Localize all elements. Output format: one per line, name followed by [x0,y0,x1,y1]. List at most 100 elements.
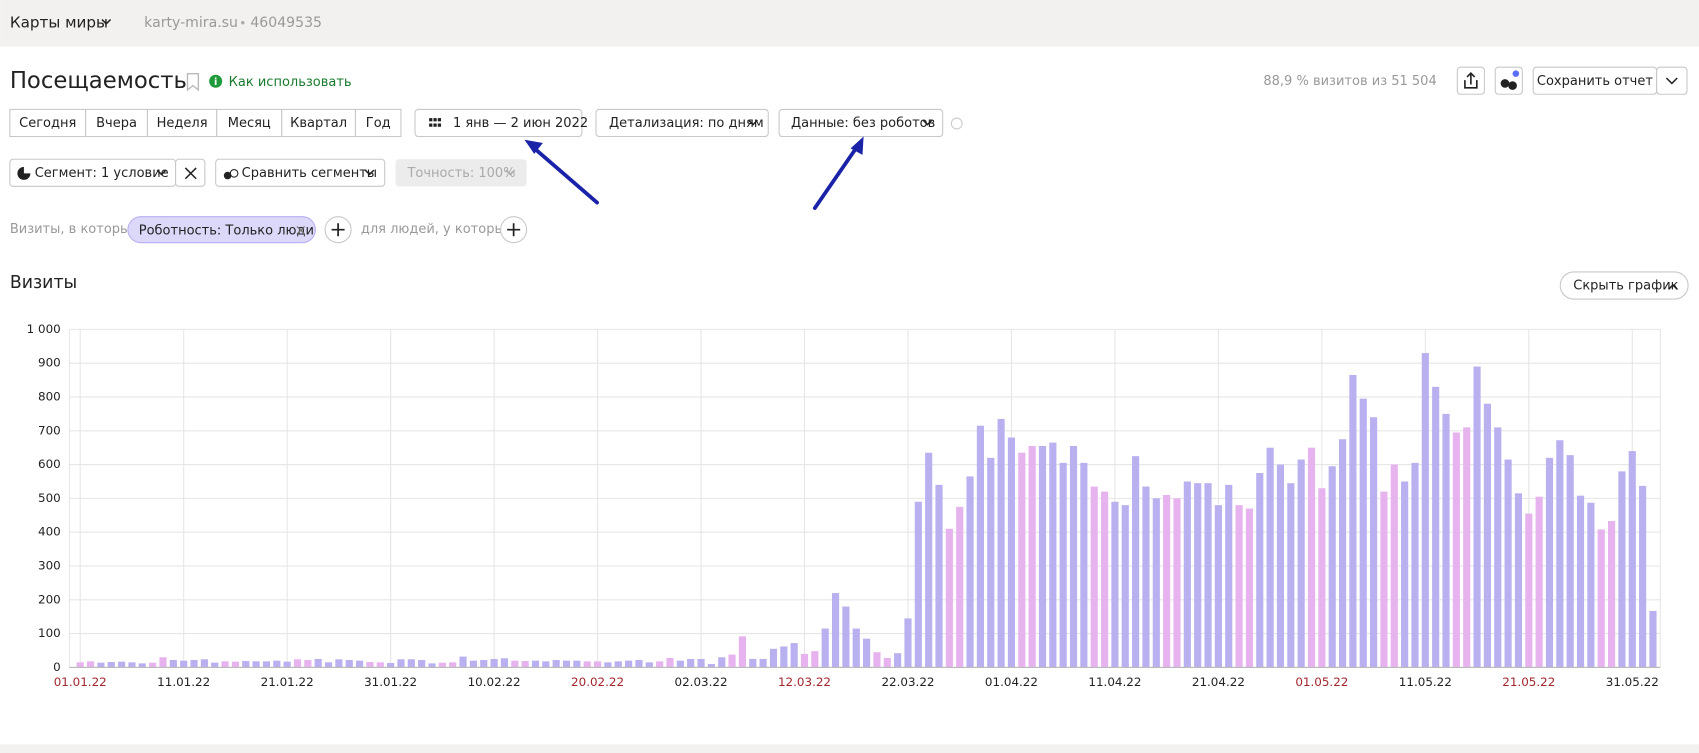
bar [262,661,271,668]
arrow-head [524,139,543,154]
bar [76,662,84,668]
compare-button[interactable] [215,158,386,187]
period-button[interactable] [85,108,148,138]
bar [1380,491,1388,668]
filter-chip[interactable] [127,216,316,244]
data-button[interactable] [778,108,944,138]
bar [821,628,829,668]
bar [345,659,353,668]
period-label: Сегодня [19,116,76,131]
bar [1183,481,1191,668]
x-tick-label: 21.01.22 [261,675,314,689]
bar [159,657,167,668]
bar [976,425,984,668]
y-tick-label: 1 000 [27,322,61,336]
share-icon [1464,71,1478,89]
hide-chart[interactable] [1559,271,1689,300]
period-button[interactable] [354,108,402,138]
bar [562,660,571,668]
period-button[interactable] [216,108,283,138]
detail-label: Детализация: по дням [609,116,764,131]
bar [1349,375,1357,668]
bar [118,661,126,668]
period-button[interactable] [9,108,87,138]
save-menu[interactable] [1656,66,1688,95]
bar [242,660,250,668]
bar [1049,442,1057,668]
assistant-button[interactable] [1494,66,1523,95]
bar [128,662,136,668]
y-tick-label: 700 [38,423,61,437]
bar [1535,496,1543,668]
bar [956,506,964,668]
bar [769,648,778,668]
compare-icon [229,169,239,178]
x-tick-label: 11.05.22 [1399,675,1452,689]
bar [438,662,446,668]
bar [1401,481,1409,668]
date-button[interactable] [414,108,583,138]
y-tick-label: 800 [38,389,61,403]
site-name[interactable]: Карты миры [10,13,108,31]
x-tick-label: 01.04.22 [985,675,1038,689]
arrow [812,143,861,210]
bar [107,661,115,668]
chevron [364,169,375,176]
bar [273,660,281,668]
bar [1338,439,1347,668]
bar [1514,493,1523,668]
close-icon [184,167,197,180]
bar [1142,486,1150,668]
bar [1225,484,1233,668]
bar [1194,483,1202,668]
bar [873,652,881,668]
stats: 88,9 % визитов из 51 504 [1263,74,1436,89]
bar [407,659,415,668]
bar [656,661,664,668]
notification-dot [1512,70,1520,77]
bar [304,659,312,668]
x-tick-label: 31.01.22 [364,675,417,689]
help-link[interactable]: Как использовать [229,75,352,90]
x-tick-label: 01.01.22 [54,675,107,689]
bar [1132,456,1140,668]
x-tick-label: 10.02.22 [468,675,521,689]
bar [180,660,188,668]
bar [335,659,343,668]
bar [1038,445,1047,668]
bookmark[interactable] [186,72,200,92]
bar [521,660,529,668]
bar [780,646,788,668]
bar [449,662,457,668]
detail-button[interactable] [595,108,769,138]
bar [1152,498,1160,668]
bar [1069,445,1078,668]
bar [469,660,477,668]
bar [1639,485,1647,668]
bar [1080,462,1088,668]
chip-remove[interactable] [296,225,305,235]
bar [1618,471,1626,668]
y-tick-label: 200 [38,592,61,606]
bar [945,528,953,668]
bar [387,663,395,668]
hint-icon[interactable] [950,117,963,130]
bar [283,661,291,668]
annotation-arrows [531,143,861,210]
bar [1245,508,1254,668]
y-tick-label: 100 [38,626,61,640]
bar [490,658,498,668]
bar [966,476,974,668]
chart-title: Визиты [10,273,77,293]
x-tick-label: 02.03.22 [675,675,728,689]
bar [324,662,333,668]
bar [1390,464,1398,668]
bar [356,660,364,668]
period-button[interactable] [146,108,218,138]
compare-icon [223,171,232,180]
bar [811,651,819,668]
bar [593,661,602,668]
bar [645,662,653,668]
